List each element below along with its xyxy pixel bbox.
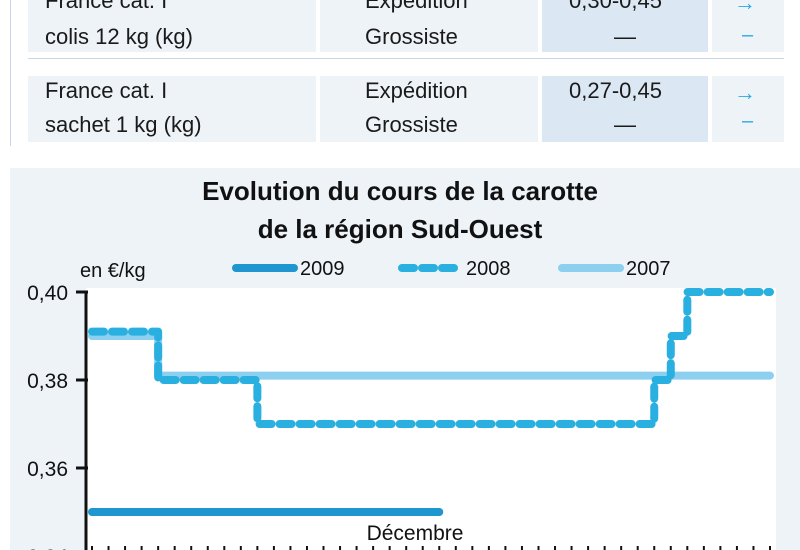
plot-area xyxy=(86,288,776,550)
price-cell: 0,30-0,45 — xyxy=(542,0,708,52)
product-cell: France cat. I sachet 1 kg (kg) xyxy=(28,76,316,142)
legend-label-2007: 2007 xyxy=(626,258,671,280)
product-line1: France cat. I xyxy=(45,0,168,13)
trend-dash: – xyxy=(742,24,754,46)
price-line1: 0,27-0,45 xyxy=(569,78,662,103)
trend-dash: – xyxy=(742,110,754,132)
chart-title-line1: Evolution du cours de la carotte xyxy=(202,176,598,206)
y-axis-label: en €/kg xyxy=(80,260,146,282)
y-tick-label: 0,38 xyxy=(27,370,68,393)
product-line1: France cat. I xyxy=(45,78,168,103)
stage-line2: Grossiste xyxy=(365,24,458,49)
y-tick-label: 0,36 xyxy=(27,458,68,481)
product-line2: sachet 1 kg (kg) xyxy=(45,112,202,137)
price-table: France cat. I colis 12 kg (kg) Expéditio… xyxy=(0,0,800,150)
stage-line1: Expédition xyxy=(365,0,468,13)
trend-cell: → – xyxy=(712,76,784,142)
price-line2: — xyxy=(614,112,636,137)
series-line-2008 xyxy=(88,288,774,428)
row-divider xyxy=(28,58,784,59)
legend-label-2008: 2008 xyxy=(466,258,511,280)
series-line-2007 xyxy=(88,332,774,380)
annotation-label: Décembre xyxy=(367,522,464,545)
stage-line2: Grossiste xyxy=(365,112,458,137)
y-tick-label: 0,34 xyxy=(27,546,68,550)
trend-arrow-icon: → xyxy=(734,0,756,15)
price-cell: 0,27-0,45 — xyxy=(542,76,708,142)
legend-label-2009: 2009 xyxy=(300,258,345,280)
trend-arrow-icon: → xyxy=(734,80,756,105)
stage-line1: Expédition xyxy=(365,78,468,103)
price-line2: — xyxy=(614,24,636,49)
product-line2: colis 12 kg (kg) xyxy=(45,24,193,49)
trend-cell: → – xyxy=(712,0,784,52)
stage-cell: Expédition Grossiste xyxy=(320,76,538,142)
stage-cell: Expédition Grossiste xyxy=(320,0,538,52)
price-line1: 0,30-0,45 xyxy=(569,0,662,13)
table-row: France cat. I sachet 1 kg (kg) Expéditio… xyxy=(28,76,784,142)
y-tick-label: 0,40 xyxy=(27,282,68,305)
table-left-rule xyxy=(10,0,11,146)
chart-title-line2: de la région Sud-Ouest xyxy=(257,214,543,244)
table-row: France cat. I colis 12 kg (kg) Expéditio… xyxy=(28,0,784,52)
product-cell: France cat. I colis 12 kg (kg) xyxy=(28,0,316,52)
